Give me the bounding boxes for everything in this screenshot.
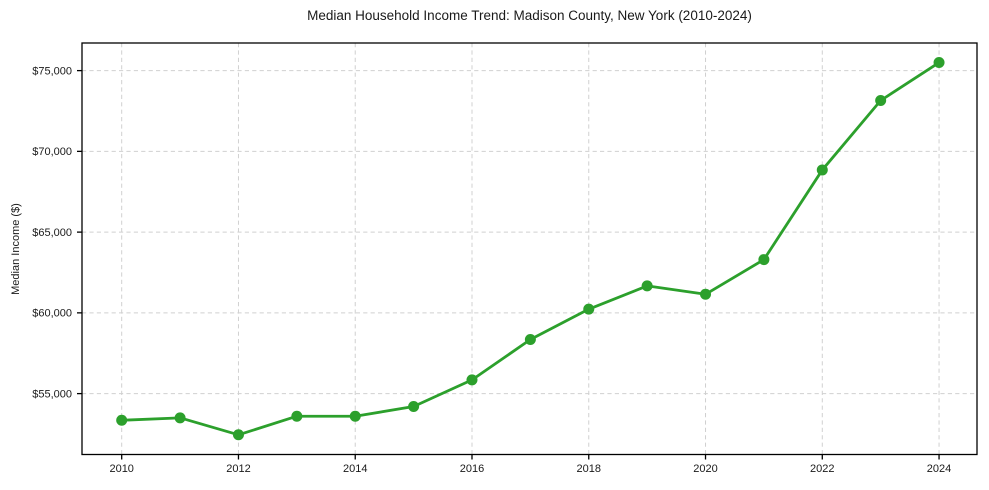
- data-point-2011: [174, 412, 186, 424]
- data-point-2013: [291, 410, 303, 422]
- x-tick-label: 2014: [343, 463, 367, 475]
- y-tick-label: $60,000: [32, 308, 72, 320]
- data-point-2017: [524, 334, 536, 346]
- chart-title: Median Household Income Trend: Madison C…: [307, 8, 752, 23]
- data-point-2016: [466, 374, 478, 386]
- data-point-2022: [816, 164, 828, 176]
- data-point-2023: [875, 94, 887, 106]
- data-point-2024: [933, 57, 945, 69]
- data-point-2019: [641, 280, 653, 292]
- x-tick-label: 2016: [460, 463, 484, 475]
- data-point-2012: [232, 429, 244, 441]
- data-point-2015: [408, 401, 420, 413]
- data-point-2020: [700, 288, 712, 300]
- plot-border: [81, 42, 978, 456]
- x-tick-label: 2018: [577, 463, 601, 475]
- data-point-2021: [758, 254, 770, 266]
- data-point-2010: [116, 414, 128, 426]
- data-point-2014: [349, 410, 361, 422]
- x-tick-label: 2020: [693, 463, 717, 475]
- y-tick-label: $55,000: [32, 388, 72, 400]
- x-tick-label: 2024: [927, 463, 951, 475]
- x-tick-label: 2012: [226, 463, 250, 475]
- x-tick-label: 2010: [109, 463, 133, 475]
- y-tick-label: $70,000: [32, 146, 72, 158]
- y-tick-label: $65,000: [32, 227, 72, 239]
- trend-line: [120, 61, 941, 437]
- data-point-2018: [583, 303, 595, 315]
- x-tick-label: 2022: [810, 463, 834, 475]
- y-tick-label: $75,000: [32, 65, 72, 77]
